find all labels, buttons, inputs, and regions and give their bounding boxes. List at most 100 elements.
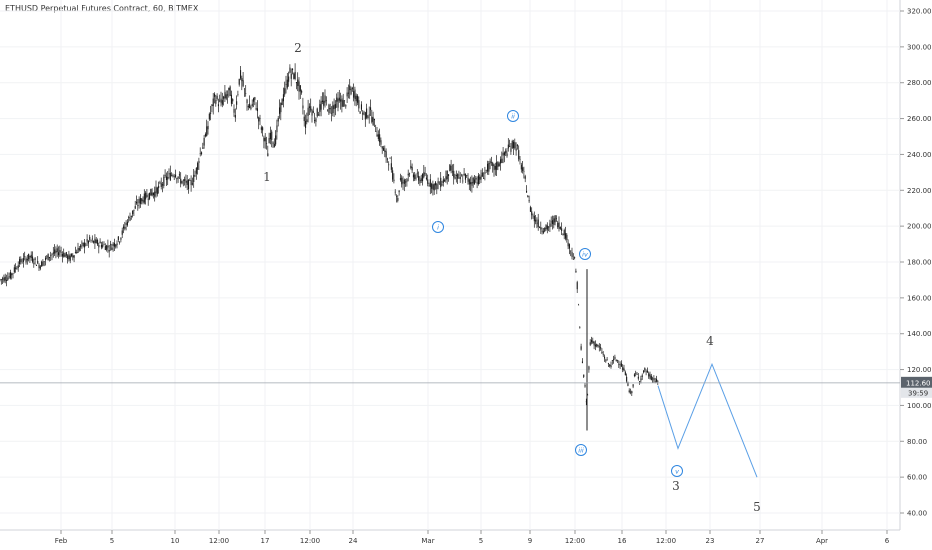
candle-body: [337, 98, 339, 108]
candle-body: [138, 198, 140, 204]
candle-body: [429, 179, 431, 187]
candle-body: [211, 104, 213, 106]
sub-wave-label-ii[interactable]: ii: [507, 110, 519, 122]
candle-body: [164, 174, 166, 177]
candle-body: [267, 153, 269, 157]
candle-body: [540, 227, 542, 230]
candle-body: [466, 175, 468, 176]
candle-body: [622, 367, 624, 370]
candle-body: [635, 372, 637, 374]
sub-wave-label-iv[interactable]: iv: [579, 248, 591, 260]
candle-body: [181, 181, 183, 184]
candle-body: [68, 254, 70, 260]
sub-wave-label-iii[interactable]: iii: [575, 444, 587, 456]
candle-body: [536, 222, 538, 224]
candle-body: [362, 112, 364, 115]
candle-body: [15, 267, 17, 270]
candle-body: [318, 114, 320, 116]
candle-body: [423, 172, 425, 178]
candle-body: [190, 180, 192, 186]
candle-body: [132, 210, 134, 215]
candle-body: [614, 356, 616, 360]
candle-body: [557, 222, 559, 228]
candle-body: [333, 104, 335, 110]
candle-body: [416, 172, 418, 174]
x-tick-label: 12:00: [209, 537, 229, 545]
x-tick-label: 24: [349, 537, 358, 545]
candle-body: [373, 118, 375, 121]
chart-grid: [0, 0, 901, 531]
candle-body: [397, 197, 399, 201]
candle-body: [254, 97, 256, 100]
candle-body: [285, 84, 287, 85]
sub-wave-text: v: [675, 467, 679, 475]
candle-body: [280, 102, 282, 113]
candle-body: [41, 261, 43, 267]
candle-body: [559, 226, 561, 229]
candle-body: [4, 276, 6, 281]
candle-body: [500, 159, 502, 164]
wave-label-1[interactable]: 1: [263, 170, 271, 184]
wave-label-4[interactable]: 4: [706, 334, 714, 348]
candle-body: [448, 174, 450, 176]
candle-body: [522, 167, 524, 171]
candle-body: [73, 255, 75, 258]
candle-body: [427, 179, 429, 184]
candle-body: [298, 81, 300, 92]
candle-body: [297, 79, 299, 87]
candle-body: [384, 150, 386, 152]
candles: [0, 63, 659, 431]
sub-wave-label-v[interactable]: v: [671, 465, 683, 477]
candle-body: [587, 394, 589, 396]
candle-body: [567, 242, 569, 247]
candle-body: [134, 206, 136, 209]
candle-body: [494, 166, 496, 170]
candle-body: [436, 184, 438, 190]
wave-label-3[interactable]: 3: [672, 479, 680, 493]
candle-body: [418, 175, 420, 181]
candle-body: [640, 378, 642, 381]
candle-body: [113, 242, 115, 247]
y-tick-label: 100.00: [907, 402, 932, 410]
candle-body: [347, 92, 349, 94]
candle-body: [331, 112, 333, 114]
candle-body: [570, 250, 572, 252]
candle-body: [552, 220, 554, 225]
candle-body: [46, 256, 48, 258]
candle-body: [450, 165, 452, 171]
x-tick-label: 6: [885, 537, 890, 545]
candle-body: [630, 391, 632, 393]
candle-body: [277, 118, 279, 122]
candle-body: [581, 361, 583, 364]
candle-body: [489, 160, 491, 164]
candle-body: [69, 255, 71, 261]
candle-body: [487, 163, 489, 172]
candle-body: [396, 196, 398, 197]
candle-body: [13, 267, 15, 273]
y-tick-label: 180.00: [907, 259, 932, 267]
candle-body: [276, 125, 278, 133]
candle-body: [345, 105, 347, 107]
candle-body: [268, 138, 270, 144]
candle-body: [301, 90, 303, 93]
candle-body: [184, 179, 186, 181]
candle-body: [566, 234, 568, 240]
candle-body: [117, 236, 119, 240]
wave-label-5[interactable]: 5: [753, 500, 761, 514]
candle-body: [649, 374, 651, 379]
candle-body: [476, 182, 478, 184]
candle-body: [601, 352, 603, 354]
wave-label-2[interactable]: 2: [294, 41, 302, 55]
candle-body: [594, 344, 596, 347]
candle-body: [207, 125, 209, 130]
sub-wave-label-i[interactable]: i: [432, 221, 444, 233]
candle-body: [549, 223, 551, 228]
candle-body: [193, 174, 195, 182]
candle-body: [130, 215, 132, 217]
candle-body: [484, 172, 486, 174]
candle-body: [350, 88, 352, 95]
candle-body: [215, 100, 217, 104]
candle-body: [312, 111, 314, 113]
projection-line[interactable]: [657, 362, 758, 478]
